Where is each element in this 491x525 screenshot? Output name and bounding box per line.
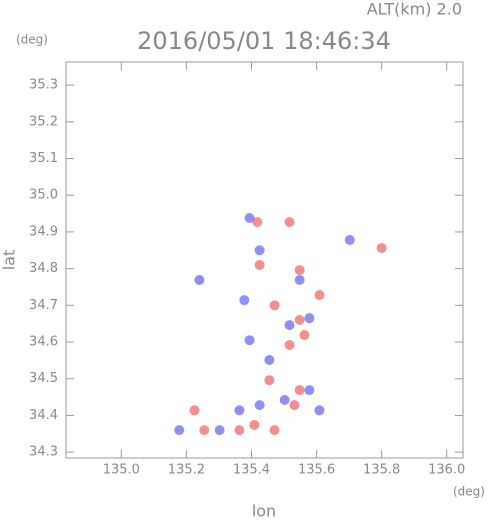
x-tick-label: 135.0 (103, 463, 140, 478)
echo-point (239, 295, 250, 306)
echo-point (314, 405, 325, 416)
x-tick-label: 135.6 (298, 463, 335, 478)
echo-point (252, 217, 263, 228)
echo-point (304, 313, 315, 324)
echo-point (244, 212, 255, 223)
y-tick-label: 34.5 (29, 371, 58, 386)
echo-point (314, 290, 325, 301)
y-unit: (deg) (16, 33, 48, 47)
echo-point (304, 385, 315, 396)
altitude-label: ALT(km) 2.0 (367, 0, 462, 19)
x-tick-label: 135.2 (168, 463, 205, 478)
echo-point (294, 275, 305, 286)
echo-point (269, 300, 280, 311)
x-axis-label: lon (252, 502, 276, 521)
echo-point (344, 234, 355, 245)
echo-point (254, 245, 265, 256)
echo-point (284, 320, 295, 331)
echo-point (294, 315, 305, 326)
echo-point (284, 217, 295, 228)
y-tick-label: 34.9 (29, 224, 58, 239)
echo-point (254, 400, 265, 411)
y-tick-label: 34.7 (29, 298, 58, 313)
echo-point (214, 425, 225, 436)
echo-point (264, 355, 275, 366)
echo-point (289, 400, 300, 411)
echo-point (199, 425, 210, 436)
y-tick-label: 34.6 (29, 335, 58, 350)
echo-point (254, 259, 265, 270)
echo-point (244, 335, 255, 346)
echo-point (269, 425, 280, 436)
echo-point (194, 275, 205, 286)
echo-point (294, 385, 305, 396)
echo-point (299, 330, 310, 341)
echo-point (279, 395, 290, 406)
echo-point (249, 419, 260, 430)
x-unit: (deg) (453, 485, 485, 499)
echo-point (174, 425, 185, 436)
echo-point (189, 405, 200, 416)
echo-point (284, 339, 295, 350)
x-tick-label: 135.8 (363, 463, 400, 478)
y-tick-label: 34.4 (29, 408, 58, 423)
y-tick-label: 35.3 (29, 78, 58, 93)
x-tick-label: 136.0 (428, 463, 465, 478)
plot-frame (65, 61, 464, 459)
echo-point (234, 425, 245, 436)
y-tick-label: 35.2 (29, 114, 58, 129)
y-tick-label: 34.8 (29, 261, 58, 276)
y-tick-label: 34.3 (29, 445, 58, 460)
x-tick-label: 135.4 (233, 463, 270, 478)
echo-point (294, 265, 305, 276)
y-axis-label: lat (0, 250, 19, 271)
echo-point (264, 375, 275, 386)
echo-point (376, 243, 387, 254)
y-tick-label: 35.0 (29, 188, 58, 203)
y-tick-label: 35.1 (29, 151, 58, 166)
chart-title: 2016/05/01 18:46:34 (137, 27, 391, 55)
echo-point (234, 405, 245, 416)
